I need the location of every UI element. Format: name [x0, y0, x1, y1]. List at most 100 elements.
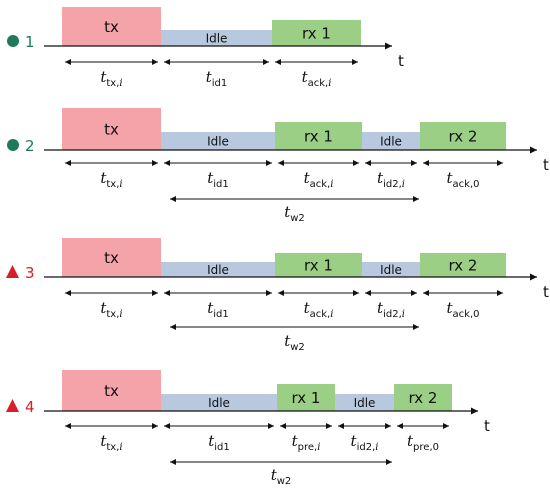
interval-label-symbol: t — [207, 169, 214, 187]
interval-label: tid1 — [206, 68, 228, 89]
interval-label: tid2,i — [377, 169, 405, 190]
interval-label-subscript-index: i — [317, 442, 320, 453]
interval-label-symbol: t — [447, 299, 454, 317]
tx-block — [62, 108, 161, 150]
interval-label: tid1 — [207, 299, 229, 320]
interval-label-symbol: t — [302, 68, 309, 86]
red-triangle-marker-icon — [6, 265, 19, 278]
rx-block — [277, 384, 335, 411]
interval-label-symbol: t — [304, 299, 311, 317]
idle-block-label: Idle — [207, 263, 229, 277]
idle-block-label: Idle — [354, 396, 376, 410]
wait-interval-label-subscript: w2 — [277, 476, 292, 487]
interval-label-subscript-index: i — [402, 179, 405, 190]
interval-label-symbol: t — [447, 169, 454, 187]
rx-block — [420, 122, 506, 150]
interval-label-subscript-index: i — [119, 78, 122, 89]
time-axis-label: t — [484, 417, 490, 435]
wait-interval-label-symbol: t — [284, 203, 291, 221]
interval-label-subscript: id2, — [357, 442, 376, 453]
interval-label: tack,i — [302, 68, 332, 89]
tx-block — [62, 238, 161, 277]
tx-block-label: tx — [104, 120, 119, 138]
interval-label: ttx,i — [100, 169, 122, 190]
interval-label: tack,0 — [447, 169, 480, 190]
interval-label-subscript-index: i — [330, 179, 333, 190]
interval-label-subscript: tx, — [106, 179, 119, 190]
interval-label-subscript: ack, — [310, 309, 331, 320]
interval-label-subscript: tx, — [106, 78, 119, 89]
interval-label-subscript: tx, — [106, 442, 119, 453]
idle-block — [161, 262, 275, 277]
interval-label-subscript: ack, — [310, 179, 331, 190]
time-axis-label: t — [398, 52, 404, 70]
interval-label-subscript-index: i — [119, 309, 122, 320]
time-axis-label: t — [543, 283, 549, 301]
wait-interval-label: tw2 — [271, 466, 292, 487]
interval-label-subscript-index: i — [402, 309, 405, 320]
interval-label-subscript-index: i — [375, 442, 378, 453]
rx-block-label: rx 1 — [304, 127, 333, 145]
tx-block-label: tx — [104, 18, 119, 36]
interval-label-subscript: id1 — [214, 442, 230, 453]
rx-block — [394, 384, 452, 411]
tx-block-label: tx — [104, 249, 119, 267]
interval-label-symbol: t — [100, 169, 107, 187]
idle-block — [362, 132, 420, 150]
interval-label-subscript: id2, — [383, 179, 402, 190]
scenario-number: 1 — [25, 33, 35, 51]
interval-label-subscript-index: i — [328, 78, 331, 89]
interval-label-symbol: t — [208, 432, 215, 450]
rx-block — [275, 122, 362, 150]
tx-block — [62, 7, 161, 46]
idle-block-label: Idle — [208, 396, 230, 410]
interval-label: tpre,0 — [407, 432, 439, 453]
rx-block — [275, 253, 362, 277]
interval-label-symbol: t — [100, 68, 107, 86]
rx-block-label: rx 2 — [449, 256, 478, 274]
green-circle-marker-icon — [7, 139, 19, 151]
wait-interval-label: tw2 — [284, 332, 305, 353]
interval-label-symbol: t — [100, 299, 107, 317]
interval-label-symbol: t — [292, 432, 299, 450]
interval-label-symbol: t — [377, 299, 384, 317]
wait-interval-label: tw2 — [284, 203, 305, 224]
interval-label: tack,0 — [447, 299, 480, 320]
interval-label-symbol: t — [377, 169, 384, 187]
interval-label: tid2,i — [351, 432, 379, 453]
interval-label-symbol: t — [407, 432, 414, 450]
scenario-number: 2 — [25, 137, 35, 155]
time-axis-label: t — [543, 156, 549, 174]
rx-block-label: rx 1 — [292, 389, 321, 407]
interval-label-subscript: id1 — [212, 78, 228, 89]
green-circle-marker-icon — [7, 35, 19, 47]
interval-label: ttx,i — [100, 432, 122, 453]
interval-label-subscript-index: i — [119, 179, 122, 190]
interval-label-symbol: t — [304, 169, 311, 187]
interval-label-subscript: tx, — [106, 309, 119, 320]
interval-label: tid2,i — [377, 299, 405, 320]
interval-label-subscript: id1 — [213, 179, 229, 190]
wait-interval-label-symbol: t — [271, 466, 278, 484]
idle-block — [161, 394, 277, 411]
rx-block-label: rx 2 — [449, 127, 478, 145]
wait-interval-label-subscript: w2 — [290, 342, 305, 353]
idle-block-label: Idle — [380, 134, 402, 148]
red-triangle-marker-icon — [6, 399, 19, 412]
interval-label-symbol: t — [207, 299, 214, 317]
interval-label: tpre,i — [292, 432, 321, 453]
interval-label-subscript: ack,0 — [453, 309, 480, 320]
interval-label: tid1 — [208, 432, 230, 453]
interval-label: ttx,i — [100, 68, 122, 89]
rx-block — [420, 253, 506, 277]
interval-label: tid1 — [207, 169, 229, 190]
idle-block — [362, 262, 420, 277]
interval-label-subscript: ack, — [308, 78, 329, 89]
idle-block-label: Idle — [380, 263, 402, 277]
tx-block — [62, 370, 161, 411]
scenario-number: 4 — [25, 398, 35, 416]
